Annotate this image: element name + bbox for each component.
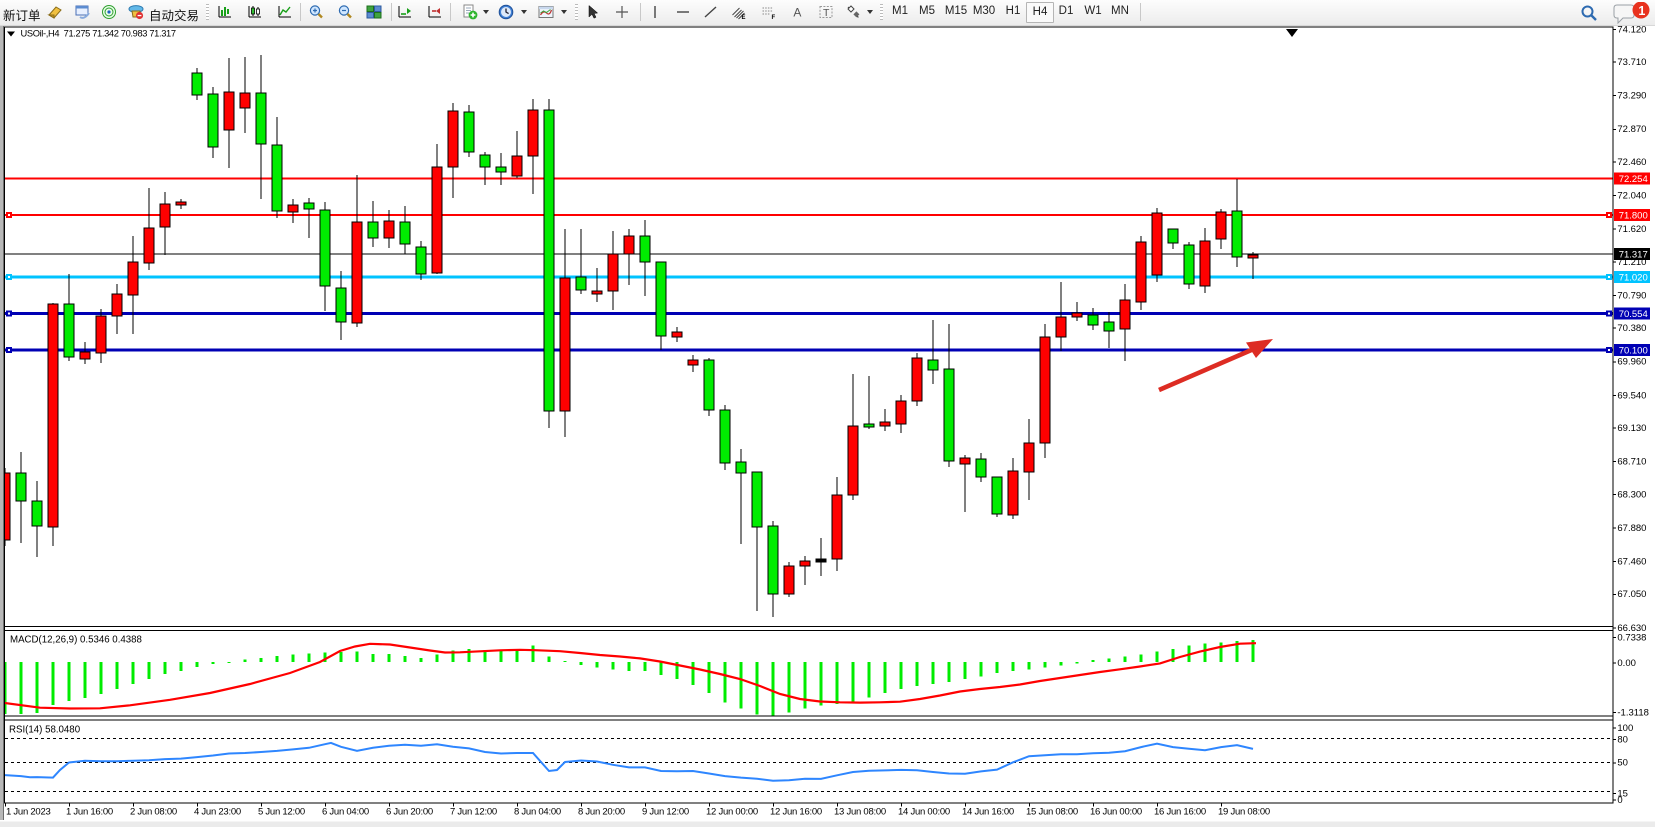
svg-text:71.020: 71.020 xyxy=(1619,273,1648,284)
svg-text:72.460: 72.460 xyxy=(1617,157,1646,168)
svg-text:9 Jun 12:00: 9 Jun 12:00 xyxy=(642,807,689,818)
svg-text:1 Jun 16:00: 1 Jun 16:00 xyxy=(66,807,113,818)
svg-text:100: 100 xyxy=(1617,723,1633,734)
svg-text:72.870: 72.870 xyxy=(1617,124,1646,135)
svg-text:70.380: 70.380 xyxy=(1617,323,1646,334)
svg-text:1: 1 xyxy=(1638,4,1645,18)
svg-text:80: 80 xyxy=(1617,735,1628,746)
svg-text:66.630: 66.630 xyxy=(1617,623,1646,634)
svg-text:73.290: 73.290 xyxy=(1617,91,1646,102)
svg-text:4 Jun 23:00: 4 Jun 23:00 xyxy=(194,807,241,818)
svg-text:50: 50 xyxy=(1617,758,1628,769)
svg-text:68.300: 68.300 xyxy=(1617,489,1646,500)
svg-text:71.800: 71.800 xyxy=(1619,211,1648,222)
svg-text:8 Jun 20:00: 8 Jun 20:00 xyxy=(578,807,625,818)
svg-text:USOil-,H4 71.275 71.342 70.98: USOil-,H4 71.275 71.342 70.983 71.317 xyxy=(21,29,176,39)
svg-text:6 Jun 04:00: 6 Jun 04:00 xyxy=(322,807,369,818)
svg-text:F: F xyxy=(772,15,776,20)
svg-text:13 Jun 08:00: 13 Jun 08:00 xyxy=(834,807,886,818)
svg-text:1 Jun 2023: 1 Jun 2023 xyxy=(6,807,51,818)
svg-text:67.460: 67.460 xyxy=(1617,556,1646,567)
svg-text:8 Jun 04:00: 8 Jun 04:00 xyxy=(514,807,561,818)
svg-text:19 Jun 08:00: 19 Jun 08:00 xyxy=(1218,807,1270,818)
svg-text:15 Jun 08:00: 15 Jun 08:00 xyxy=(1026,807,1078,818)
svg-text:14 Jun 16:00: 14 Jun 16:00 xyxy=(962,807,1014,818)
svg-text:7 Jun 12:00: 7 Jun 12:00 xyxy=(450,807,497,818)
svg-text:71.620: 71.620 xyxy=(1617,224,1646,235)
svg-text:70.790: 70.790 xyxy=(1617,290,1646,301)
svg-text:2 Jun 08:00: 2 Jun 08:00 xyxy=(130,807,177,818)
svg-text:70.554: 70.554 xyxy=(1619,309,1648,320)
svg-text:68.710: 68.710 xyxy=(1617,457,1646,468)
svg-text:73.710: 73.710 xyxy=(1617,57,1646,68)
svg-text:69.540: 69.540 xyxy=(1617,390,1646,401)
svg-text:T: T xyxy=(823,7,830,19)
svg-text:-1.3118: -1.3118 xyxy=(1617,707,1649,718)
svg-text:12 Jun 00:00: 12 Jun 00:00 xyxy=(706,807,758,818)
svg-text:74.120: 74.120 xyxy=(1617,24,1646,35)
svg-text:15: 15 xyxy=(1617,788,1628,799)
svg-text:69.960: 69.960 xyxy=(1617,357,1646,368)
svg-text:67.050: 67.050 xyxy=(1617,589,1646,600)
svg-text:0: 0 xyxy=(1617,795,1622,806)
svg-text:67.880: 67.880 xyxy=(1617,523,1646,534)
svg-text:6 Jun 20:00: 6 Jun 20:00 xyxy=(386,807,433,818)
svg-text:0.7338: 0.7338 xyxy=(1617,632,1646,643)
svg-text:16 Jun 16:00: 16 Jun 16:00 xyxy=(1154,807,1206,818)
svg-text:A: A xyxy=(793,6,801,20)
svg-text:12 Jun 16:00: 12 Jun 16:00 xyxy=(770,807,822,818)
svg-text:RSI(14) 58.0480: RSI(14) 58.0480 xyxy=(9,725,81,736)
svg-text:16 Jun 00:00: 16 Jun 00:00 xyxy=(1090,807,1142,818)
svg-text:70.100: 70.100 xyxy=(1619,346,1648,357)
svg-text:72.254: 72.254 xyxy=(1619,174,1648,185)
svg-text:14 Jun 00:00: 14 Jun 00:00 xyxy=(898,807,950,818)
svg-text:E: E xyxy=(742,15,746,20)
svg-text:69.130: 69.130 xyxy=(1617,423,1646,434)
svg-text:0.00: 0.00 xyxy=(1617,658,1636,669)
svg-text:MACD(12,26,9) 0.5346 0.4388: MACD(12,26,9) 0.5346 0.4388 xyxy=(10,635,142,646)
svg-text:71.210: 71.210 xyxy=(1617,257,1646,268)
svg-text:72.040: 72.040 xyxy=(1617,191,1646,202)
svg-text:5 Jun 12:00: 5 Jun 12:00 xyxy=(258,807,305,818)
svg-text:71.317: 71.317 xyxy=(1619,250,1648,261)
